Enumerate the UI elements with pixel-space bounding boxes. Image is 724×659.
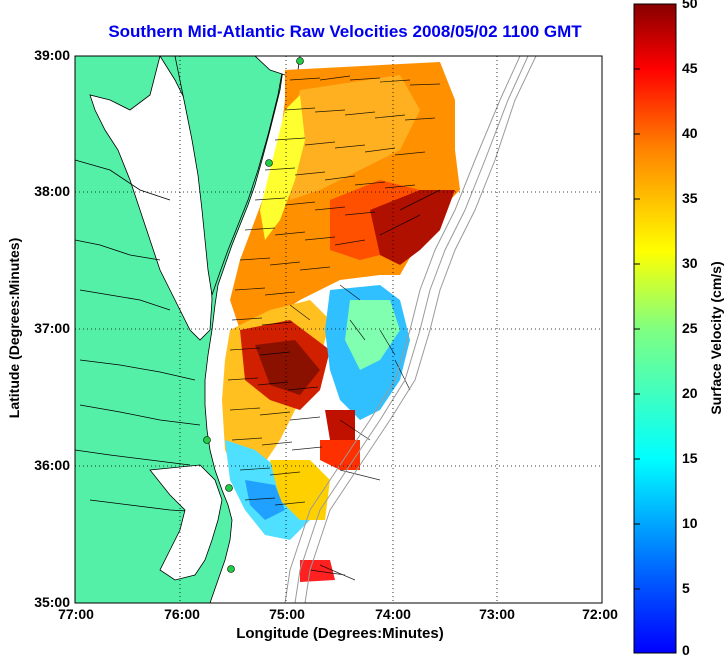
x-axis-label: Longitude (Degrees:Minutes): [236, 625, 444, 642]
colorbar-tick-label: 10: [682, 515, 698, 531]
x-tick-label: 74:00: [375, 606, 411, 622]
colorbar-tick-label: 0: [682, 642, 690, 658]
colorbar: [633, 3, 677, 654]
colorbar-tick-label: 50: [682, 0, 698, 11]
colorbar-tick-label: 35: [682, 190, 698, 206]
y-tick-label: 39:00: [34, 47, 70, 63]
colorbar-tick-label: 5: [682, 580, 690, 596]
x-tick-label: 73:00: [479, 606, 515, 622]
y-axis-label: Latitude (Degrees:Minutes): [6, 237, 22, 419]
bathymetry-contours: [284, 56, 537, 603]
x-tick-label: 75:00: [269, 606, 305, 622]
radar-site: [225, 484, 233, 492]
colorbar-tick-label: 15: [682, 450, 698, 466]
x-tick-label: 77:00: [58, 606, 94, 622]
map-title: Southern Mid-Atlantic Raw Velocities 200…: [108, 22, 582, 41]
colorbar-tick-label: 30: [682, 255, 698, 271]
velocity-arrows: [227, 75, 441, 581]
radar-site: [227, 565, 235, 573]
x-tick-label: 76:00: [164, 606, 200, 622]
colorbar-label: Surface Velocity (cm/s): [708, 261, 724, 415]
colorbar-tick-label: 40: [682, 125, 698, 141]
y-tick-label: 37:00: [34, 320, 70, 336]
colorbar-tick-label: 45: [682, 60, 698, 76]
colorbar-tick-label: 25: [682, 320, 698, 336]
delmarva-peninsula: [174, 56, 286, 296]
y-tick-label: 35:00: [34, 594, 70, 610]
y-tick-label: 38:00: [34, 183, 70, 199]
colorbar-tick-label: 20: [682, 385, 698, 401]
colorbar-ticks: [634, 3, 640, 590]
rivers: [75, 159, 206, 513]
radar-site: [203, 436, 211, 444]
radar-site: [296, 57, 304, 65]
radar-sites: [203, 57, 304, 573]
velocity-field: [222, 62, 460, 582]
x-tick-label: 72:00: [582, 606, 618, 622]
plot-frame: [74, 55, 603, 604]
y-tick-label: 36:00: [34, 457, 70, 473]
radar-site: [265, 159, 273, 167]
pamlico-sound: [149, 464, 223, 581]
